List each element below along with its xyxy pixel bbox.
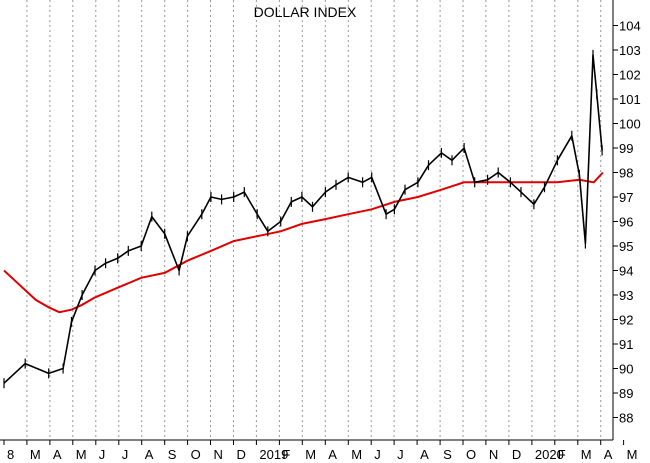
x-tick-label: M <box>627 447 638 462</box>
moving-average-line <box>3 171 604 314</box>
chart-title: DOLLAR INDEX <box>254 4 357 20</box>
y-tick-label: 96 <box>619 215 633 230</box>
x-tick-label: D <box>512 447 521 462</box>
y-tick-label: 103 <box>619 43 641 58</box>
x-tick-label: 8 <box>7 447 14 462</box>
x-tick-label: J <box>374 447 381 462</box>
x-tick-label: A <box>53 447 62 462</box>
x-tick-label: A <box>145 447 154 462</box>
y-tick-label: 104 <box>619 19 641 34</box>
x-tick-label: F <box>282 447 290 462</box>
x-tick-label: A <box>328 447 337 462</box>
x-tick-label: M <box>305 447 316 462</box>
y-tick-label: 98 <box>619 166 633 181</box>
y-tick-label: 94 <box>619 264 633 279</box>
x-tick-label: J <box>397 447 404 462</box>
x-tick-label: A <box>420 447 429 462</box>
price-bars-layer <box>3 49 603 389</box>
y-tick-label: 101 <box>619 92 641 107</box>
y-tick-label: 100 <box>619 117 641 132</box>
y-tick-label: 102 <box>619 68 641 83</box>
x-tick-label: D <box>237 447 246 462</box>
x-tick-label: M <box>30 447 41 462</box>
moving-average-layer <box>3 171 604 314</box>
x-tick-label: F <box>558 447 566 462</box>
y-tick-label: 88 <box>619 411 633 426</box>
x-tick-label: M <box>76 447 87 462</box>
y-tick-label: 90 <box>619 362 633 377</box>
x-tick-label: 2019 <box>259 447 288 462</box>
y-tick-label: 91 <box>619 337 633 352</box>
x-tick-label: N <box>489 447 498 462</box>
x-tick-label: S <box>443 447 452 462</box>
y-tick-label: 89 <box>619 386 633 401</box>
x-tick-label: J <box>99 447 106 462</box>
y-tick-label: 92 <box>619 313 633 328</box>
x-tick-label: O <box>466 447 476 462</box>
y-tick-label: 93 <box>619 288 633 303</box>
x-tick-label: S <box>168 447 177 462</box>
x-tick-label: A <box>604 447 613 462</box>
y-tick-label: 95 <box>619 239 633 254</box>
x-tick-label: M <box>351 447 362 462</box>
y-tick-label: 97 <box>619 190 633 205</box>
x-tick-label: M <box>581 447 592 462</box>
x-tick-label: 2020 <box>535 447 564 462</box>
y-axis-ticks: 88 89 90 91 92 93 94 95 96 97 98 99 100 101 102 103 104 <box>613 19 641 426</box>
vertical-gridlines <box>26 0 602 440</box>
x-tick-label: O <box>191 447 201 462</box>
x-tick-label: J <box>122 447 129 462</box>
x-tick-label: N <box>214 447 223 462</box>
y-tick-label: 99 <box>619 141 633 156</box>
